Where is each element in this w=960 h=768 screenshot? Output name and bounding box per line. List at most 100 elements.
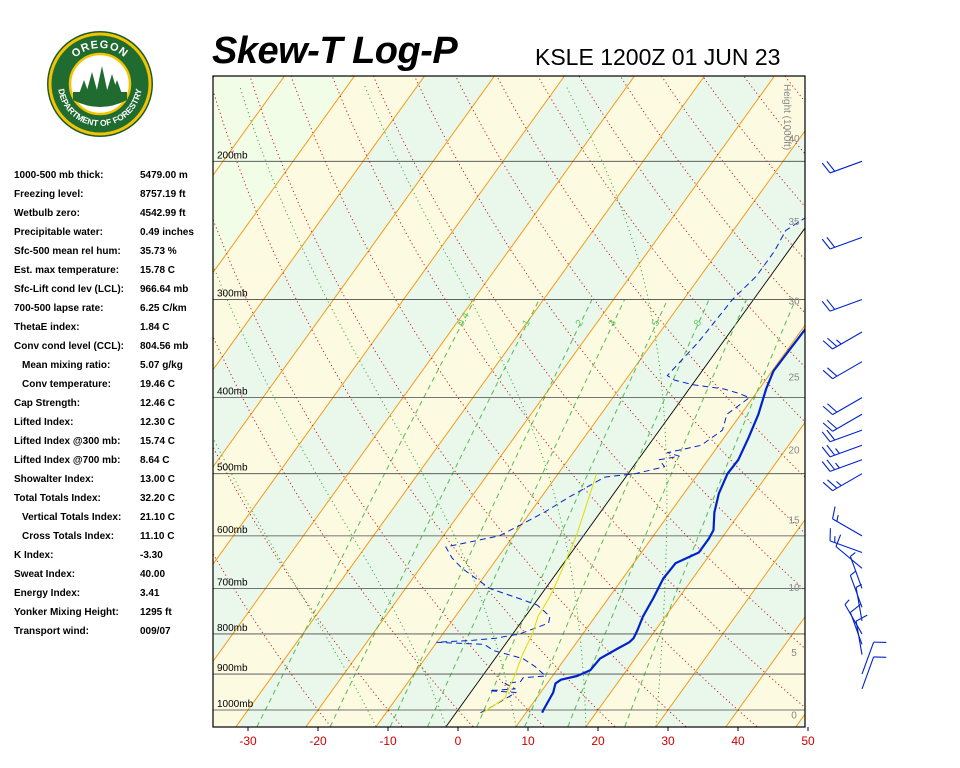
index-value: 40.00 (140, 569, 166, 580)
isotherm (213, 76, 496, 468)
isotherm (375, 129, 805, 727)
wind-barb-staff (861, 656, 875, 690)
temperature-band (235, 76, 775, 727)
index-label: Sfc-500 mean rel hum: (14, 246, 121, 257)
parcel-line (482, 473, 598, 714)
wind-barb-flag (821, 162, 831, 174)
height-tick-label: 5 (791, 648, 797, 659)
wind-barb (821, 444, 863, 458)
wind-barb-flag (835, 534, 842, 547)
mixing-ratio-line (389, 299, 593, 727)
index-label: Conv cond level (CCL): (14, 341, 125, 352)
index-row: Showalter Index: 13.00 C (14, 472, 214, 491)
wind-barb-flag (821, 300, 831, 312)
index-value: 21.10 C (140, 512, 176, 523)
wind-barb-flag (826, 429, 836, 441)
index-row: Yonker Mixing Height: 1295 ft (14, 605, 214, 624)
wind-barb-staff (829, 429, 863, 443)
mixing-ratio-label: 8 (692, 318, 705, 329)
temperature-band (213, 76, 705, 727)
wind-barb-staff (829, 160, 863, 174)
index-value: 5.07 g/kg (140, 360, 183, 371)
oregon-forestry-logo: OREGON DEPARTMENT OF FORESTRY (46, 30, 154, 138)
mixing-ratio-line (567, 299, 747, 727)
height-axis-label: Height (1000ft) (781, 84, 792, 150)
dry-adiabat (213, 217, 545, 727)
temperature-band (795, 714, 805, 727)
height-tick-label: 10 (788, 583, 800, 594)
index-value: 13.00 C (140, 474, 176, 485)
mixing-ratio-line (256, 299, 476, 727)
wind-barb-flag (822, 481, 833, 492)
plot-frame (212, 75, 806, 728)
moist-adiabat (238, 85, 517, 727)
index-label: Vertical Totals Index: (22, 512, 122, 523)
index-label: 1000-500 mb thick: (14, 170, 104, 181)
index-label: ThetaE index: (14, 322, 80, 333)
x-tick-label: 0 (455, 734, 462, 748)
index-label: Precipitable water: (14, 227, 103, 238)
height-tick-label: 20 (788, 445, 800, 456)
wind-barb (821, 459, 863, 472)
wind-barb-flag (826, 160, 836, 172)
mixing-ratio-line (524, 299, 710, 727)
wind-barb-flag (821, 431, 831, 443)
index-value: 11.10 C (140, 531, 175, 542)
index-label: Lifted Index @300 mb: (14, 436, 121, 447)
isotherm (655, 518, 805, 727)
wind-barb-staff (861, 641, 875, 675)
wind-barb-flag (827, 479, 838, 489)
index-label: Energy Index: (14, 588, 81, 599)
wind-barb-flag (822, 369, 833, 380)
x-tick-label: 50 (801, 734, 815, 748)
index-value: 1.84 C (140, 322, 170, 333)
index-label: Sweat Index: (14, 569, 76, 580)
index-label: Wetbulb zero: (14, 208, 80, 219)
station-time-label: KSLE 1200Z 01 JUN 23 (535, 44, 781, 70)
isobar-label: 500mb (217, 463, 248, 474)
wind-barb (861, 656, 887, 690)
isotherm (725, 616, 805, 727)
wind-barb (855, 614, 868, 655)
isobar-label: 200mb (217, 150, 248, 161)
dry-adiabat (877, 40, 960, 727)
wind-barb-flag (822, 340, 833, 350)
isobar-label: 400mb (217, 387, 248, 398)
x-tick-label: 40 (731, 734, 745, 748)
wind-barb (849, 552, 863, 589)
mixing-ratio-line (624, 299, 796, 727)
dry-adiabat (213, 445, 403, 727)
index-label: Showalter Index: (14, 474, 95, 485)
index-value: 009/07 (140, 626, 171, 637)
height-tick-label: 0 (791, 710, 797, 721)
dry-adiabat (413, 76, 805, 592)
wind-barb-column (821, 160, 887, 690)
index-row: Transport wind: 009/07 (14, 624, 214, 643)
index-value: 0.49 inches (140, 227, 194, 238)
index-label: Sfc-Lift cond lev (LCL): (14, 284, 124, 295)
dry-adiabat (917, 40, 960, 727)
wind-barb-staff (832, 361, 863, 380)
index-value: 15.78 C (140, 265, 176, 276)
index-label: Est. max temperature: (14, 265, 120, 276)
wind-barb (822, 397, 863, 416)
isotherm (585, 421, 805, 727)
dry-adiabat (797, 40, 960, 727)
wind-barb (849, 571, 863, 608)
index-label: Total Totals Index: (14, 493, 101, 504)
wind-barb (821, 429, 863, 443)
isotherm (213, 76, 426, 371)
wind-barb-flag (826, 459, 836, 471)
index-row: ThetaE index: 1.84 C (14, 320, 214, 339)
isotherm (235, 76, 706, 727)
wind-barb-staff (832, 518, 863, 537)
isobar-label: 600mb (217, 525, 248, 536)
index-row: Precipitable water: 0.49 inches (14, 225, 214, 244)
height-tick-label: 35 (788, 217, 800, 228)
mixing-ratio-label: 2 (574, 318, 587, 329)
index-label: Freezing level: (14, 189, 84, 200)
moist-adiabat (363, 85, 587, 727)
wind-barb-staff (832, 473, 863, 492)
index-row: Cross Totals Index: 11.10 C (14, 529, 214, 548)
